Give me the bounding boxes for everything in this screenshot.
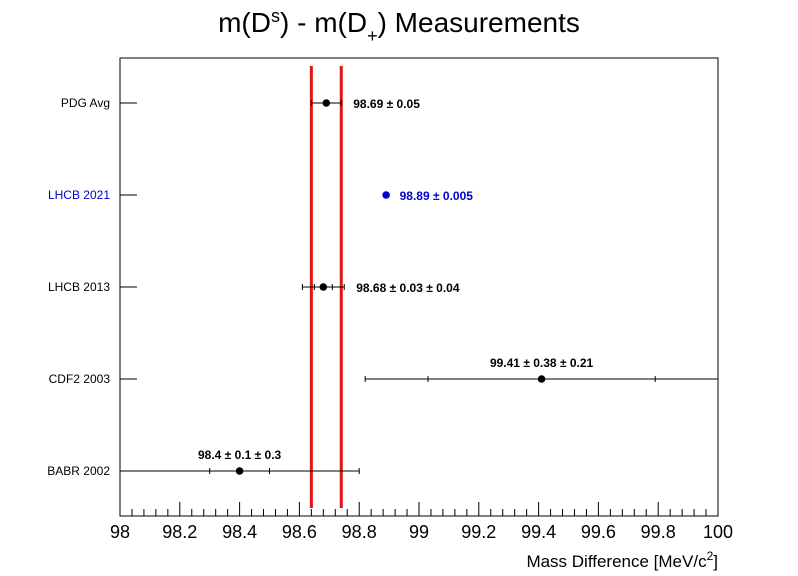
x-tick-label: 98.6 — [282, 522, 317, 542]
measurement-label: BABR 2002 — [47, 464, 110, 478]
error-text: ± 0.04 — [426, 281, 460, 295]
value-annotation: 98.69 ± 0.05 — [353, 97, 420, 111]
error-text: ± 0.1 — [225, 448, 255, 462]
x-tick-label: 98.2 — [162, 522, 197, 542]
measurement-row: PDG Avg 98.69 ± 0.05 — [61, 96, 420, 111]
measurement-label: CDF2 2003 — [49, 372, 111, 386]
value-text: 98.89 — [400, 189, 433, 203]
value-text: 98.68 — [356, 281, 389, 295]
x-tick-label: 99.8 — [641, 522, 676, 542]
x-tick-label: 98 — [110, 522, 130, 542]
measurements: PDG Avg 98.69 ± 0.05 LHCB 2021 98.89 ± 0.0… — [47, 96, 719, 478]
value-text: 98.69 — [353, 97, 386, 111]
data-point — [537, 375, 546, 383]
error-text: ± 0.21 — [560, 356, 594, 370]
data-point — [322, 99, 331, 107]
measurement-label: LHCB 2013 — [48, 280, 110, 294]
measurement-label: PDG Avg — [61, 96, 110, 110]
error-text: ± 0.03 — [390, 281, 427, 295]
measurement-row: BABR 2002 98.4 ± 0.1 ± 0.3 — [47, 448, 360, 478]
error-text: ± 0.3 — [255, 448, 282, 462]
value-text: 99.41 — [490, 356, 523, 370]
measurement-row: LHCB 2013 98.68 ± 0.03 ± 0.04 — [48, 280, 460, 295]
measurement-label: LHCB 2021 — [48, 188, 110, 202]
value-annotation: 98.68 ± 0.03 ± 0.04 — [356, 281, 460, 295]
measurement-row: CDF2 2003 99.41 ± 0.38 ± 0.21 — [49, 356, 719, 386]
value-text: 98.4 — [198, 448, 225, 462]
x-tick-label: 98.8 — [342, 522, 377, 542]
value-annotation: 98.4 ± 0.1 ± 0.3 — [198, 448, 282, 462]
x-axis-label: Mass Difference [MeV/c2] — [526, 549, 718, 571]
data-point — [235, 467, 244, 475]
x-tick-label: 99 — [409, 522, 429, 542]
value-annotation: 98.89 ± 0.005 — [400, 189, 474, 203]
measurement-row: LHCB 2021 98.89 ± 0.005 — [48, 188, 473, 203]
x-tick-label: 99.2 — [461, 522, 496, 542]
x-tick-label: 100 — [703, 522, 733, 542]
error-text: ± 0.38 — [523, 356, 560, 370]
error-text: ± 0.005 — [433, 189, 473, 203]
x-tick-label: 99.4 — [521, 522, 556, 542]
chart-title: m(Ds) - m(D+) Measurements — [218, 6, 580, 46]
x-tick-label: 98.4 — [222, 522, 257, 542]
data-point — [382, 191, 390, 199]
error-text: ± 0.05 — [387, 97, 421, 111]
x-axis: 98 98.2 98.4 98.6 98.8 99 99.2 99.4 99.6 99.8 100 — [110, 502, 733, 542]
data-point — [319, 283, 328, 291]
value-annotation: 99.41 ± 0.38 ± 0.21 — [490, 356, 594, 370]
x-tick-label: 99.6 — [581, 522, 616, 542]
